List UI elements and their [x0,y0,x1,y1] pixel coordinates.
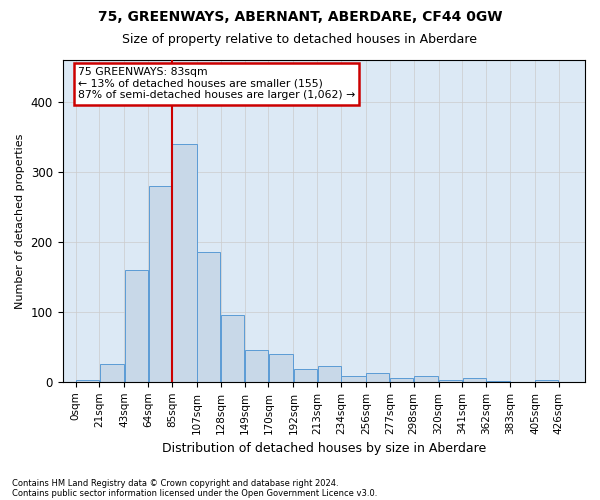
Bar [367,374,389,382]
Bar [197,252,220,382]
Text: Contains HM Land Registry data © Crown copyright and database right 2024.: Contains HM Land Registry data © Crown c… [12,478,338,488]
X-axis label: Distribution of detached houses by size in Aberdare: Distribution of detached houses by size … [161,442,486,455]
Bar [76,380,99,382]
Text: 75, GREENWAYS, ABERNANT, ABERDARE, CF44 0GW: 75, GREENWAYS, ABERNANT, ABERDARE, CF44 … [98,10,502,24]
Bar [439,380,462,382]
Bar [221,316,244,382]
Text: Contains public sector information licensed under the Open Government Licence v3: Contains public sector information licen… [12,488,377,498]
Bar [172,144,197,382]
Bar [390,378,413,382]
Bar [125,270,148,382]
Bar [535,380,559,382]
Bar [294,369,317,382]
Bar [341,376,365,382]
Bar [149,186,172,382]
Bar [100,364,124,382]
Y-axis label: Number of detached properties: Number of detached properties [15,133,25,308]
Bar [414,376,438,382]
Text: 75 GREENWAYS: 83sqm
← 13% of detached houses are smaller (155)
87% of semi-detac: 75 GREENWAYS: 83sqm ← 13% of detached ho… [78,67,355,100]
Bar [269,354,293,382]
Bar [463,378,486,382]
Bar [487,381,509,382]
Text: Size of property relative to detached houses in Aberdare: Size of property relative to detached ho… [122,32,478,46]
Bar [245,350,268,382]
Bar [317,366,341,382]
